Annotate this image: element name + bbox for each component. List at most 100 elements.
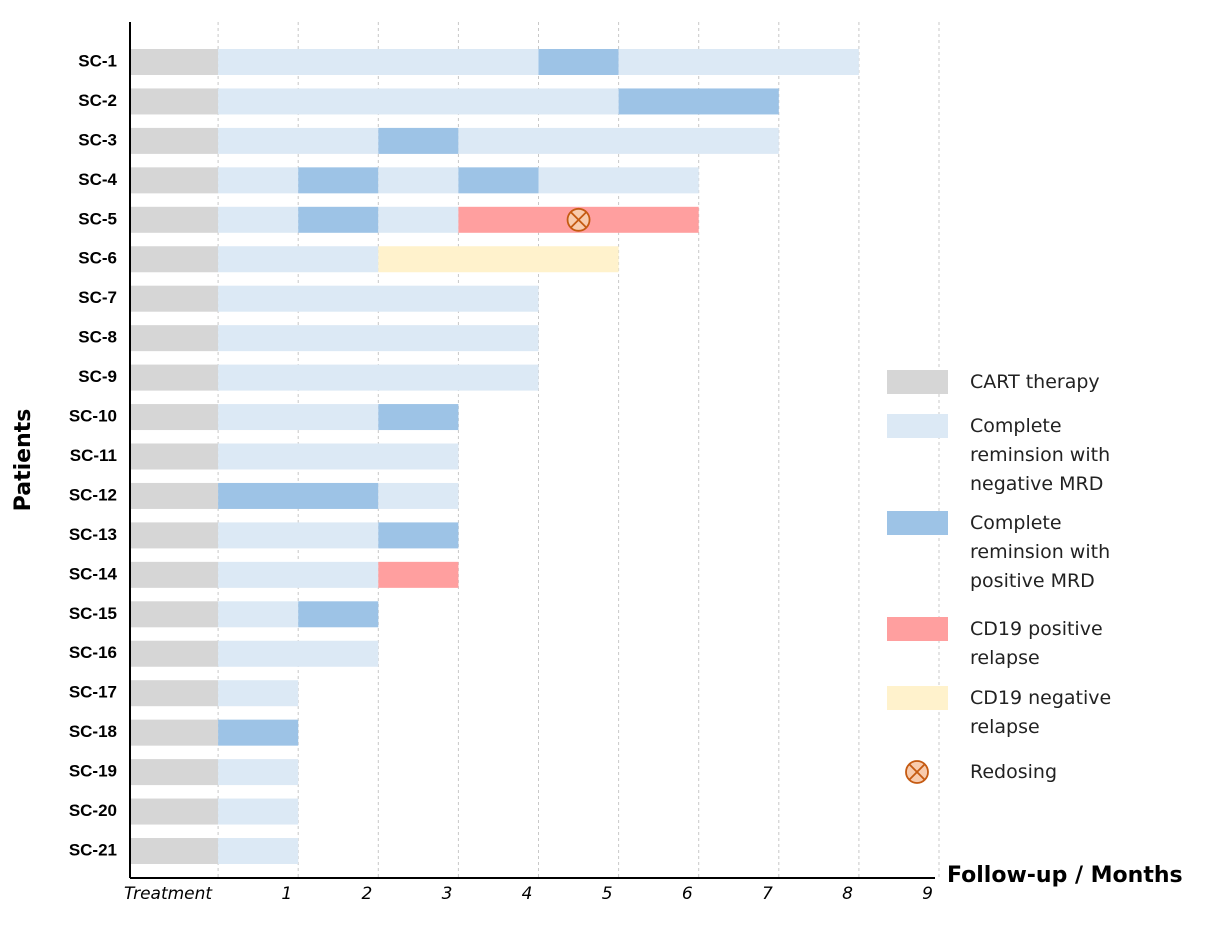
x-tick-label: 5 [602,884,613,904]
segment [378,206,459,233]
y-tick-label: SC-17 [69,683,117,702]
segment [218,719,299,746]
segment [378,482,459,509]
segment [218,364,539,391]
segment [130,49,219,75]
legend-label: CD19 positive relapse [970,618,1103,669]
segment [218,640,379,667]
y-tick-label: SC-10 [69,407,117,426]
legend-label: CART therapy [970,371,1100,393]
segment [458,127,779,154]
y-tick-label: SC-7 [78,288,117,307]
legend-label: CD19 negative relapse [970,687,1112,738]
segment [130,206,219,233]
segment [130,404,219,431]
segment [130,285,219,312]
y-tick-label: SC-21 [69,840,117,859]
y-tick-label: SC-3 [78,130,117,149]
marker-cross [570,211,587,229]
legend-swatch [887,370,948,394]
y-tick-label: SC-14 [69,564,118,583]
segment [130,798,219,825]
segment [130,680,219,707]
segment [130,640,219,667]
y-tick-label: SC-15 [69,604,117,623]
segment [378,167,459,194]
segment [130,719,219,746]
segment [218,88,619,115]
segment [130,601,219,628]
segment [218,246,379,273]
x-tick-label: Treatment [124,884,213,904]
redosing-marker [566,207,591,232]
legend-swatch [887,511,948,535]
marker-cross [908,763,926,781]
legend-swatch [887,414,948,438]
segment [378,522,459,549]
segment [130,167,219,194]
legend-swatch [887,617,948,641]
y-axis-title: Patients [11,409,36,512]
y-tick-label: SC-20 [69,801,117,820]
segment [218,206,299,233]
x-tick-label: 4 [522,884,533,904]
y-tick-label: SC-4 [78,170,117,189]
segment [218,325,539,352]
segment [378,127,459,154]
y-tick-label: SC-6 [78,249,117,268]
segment [130,246,219,273]
segment [618,88,779,115]
segment [218,404,379,431]
segment [538,49,619,75]
segment [298,167,379,194]
segment [218,167,299,194]
segment [218,285,539,312]
legend-marker [905,760,929,784]
segment [298,601,379,628]
x-axis-title: Follow-up / Months [947,863,1183,888]
segment [458,167,539,194]
segment [218,522,379,549]
x-tick-label: 1 [281,884,292,904]
segment [130,443,219,470]
y-tick-label: SC-9 [78,367,117,386]
y-tick-label: SC-1 [78,51,117,70]
x-tick-label: 7 [762,884,773,904]
segment [378,246,619,273]
segment [218,561,379,588]
segment [218,680,299,707]
segment [538,167,699,194]
x-tick-label: 3 [442,884,453,904]
segment [298,206,379,233]
y-tick-label: SC-16 [69,643,117,662]
legend-label: Complete reminsion with positive MRD [970,512,1111,592]
segment [130,522,219,549]
segment [130,127,219,154]
x-tick-label: 9 [922,884,933,904]
segment [618,49,859,75]
legend-label: Complete reminsion with negative MRD [970,415,1111,495]
y-tick-label: SC-12 [69,485,117,504]
legend-swatch [887,686,948,710]
segment [218,759,299,786]
segment [130,561,219,588]
y-tick-label: SC-13 [69,525,117,544]
y-tick-label: SC-19 [69,762,117,781]
segment [130,364,219,391]
segment [218,601,299,628]
segment [130,482,219,509]
segment [130,325,219,352]
segment [218,838,299,864]
legend-label: Redosing [970,761,1058,783]
segment [378,404,459,431]
y-tick-label: SC-8 [78,328,117,347]
y-tick-label: SC-5 [78,209,117,228]
segment [218,49,539,75]
segment [130,88,219,115]
y-tick-label: SC-11 [70,446,117,465]
segment [218,443,459,470]
x-tick-label: 2 [361,884,372,904]
segment [378,561,459,588]
x-tick-label: 8 [842,884,853,904]
